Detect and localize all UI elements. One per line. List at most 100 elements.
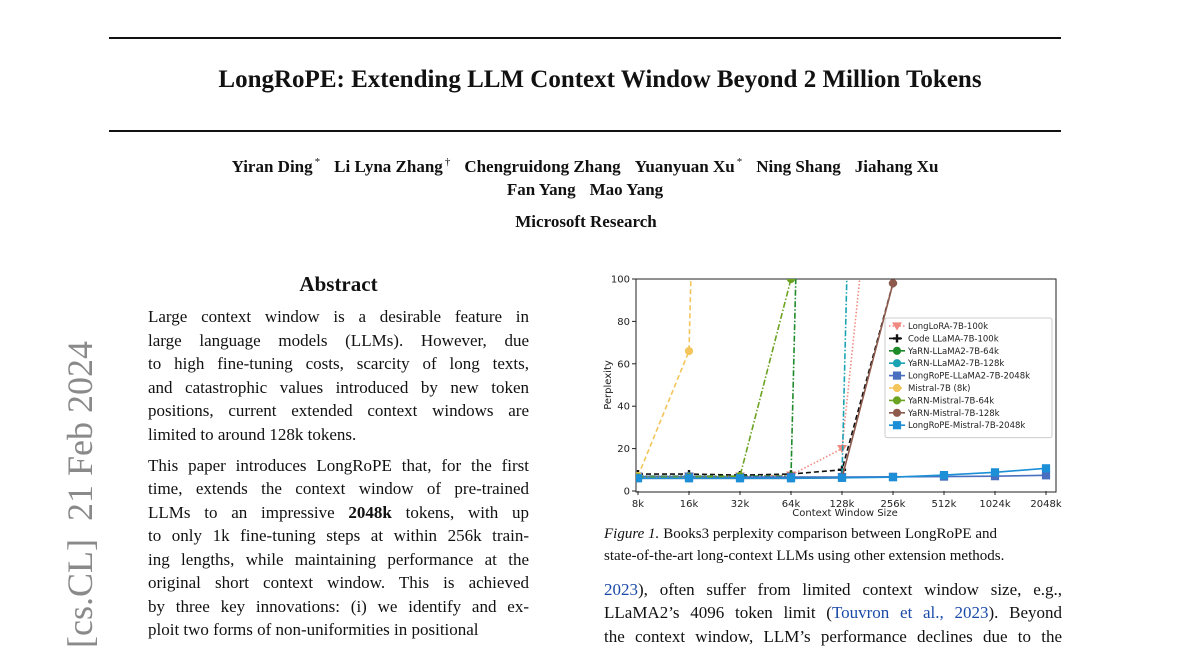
paper-title: LongRoPE: Extending LLM Context Window B… [218,66,982,93]
series-line [638,279,861,477]
y-tick-label: 80 [617,317,630,328]
marker [684,474,694,483]
text-line: large language models (LLMs). However, d… [148,330,529,350]
legend-marker [892,383,902,393]
author: Li Lyna Zhang † [334,156,451,176]
marker [990,468,1000,477]
text-span: tokens, with up [391,502,529,522]
author-name: Li Lyna Zhang [334,156,443,176]
text-line: LLMs to an impressive 2048k tokens, with… [148,503,529,523]
text-line: to only 1k fine-tuning steps at within 2… [148,526,529,545]
text-line: ploit two forms of non-uniformities in p… [148,620,479,639]
text-line: time, extends the context window of pre-… [148,479,529,498]
affiliation: Microsoft Research [515,212,657,231]
marker [636,474,643,483]
legend-label: YaRN-LLaMA2-7B-64k [907,347,999,357]
author-mark: * [314,156,321,168]
marker [888,473,898,482]
x-tick-label: 64k [782,499,801,510]
caption-text: state-of-the-art long-context LLMs using… [604,547,1005,564]
author-name: Mao Yang [589,180,664,199]
legend-marker [892,408,902,417]
caption-line: state-of-the-art long-context LLMs using… [604,547,1064,565]
text-line: positions, current extended context wind… [148,401,529,420]
marker [1041,471,1051,480]
x-tick-label: 2048k [1030,499,1061,510]
legend-marker [892,322,902,331]
series-line [637,279,692,477]
author: Yuanyuan Xu * [634,156,743,176]
author: Jiahang Xu [855,157,939,176]
text-line: by three key innovations: (i) we identif… [148,596,529,616]
legend-label: Mistral-7B (8k) [908,384,971,394]
text-line: original short context window. This is a… [148,573,529,592]
y-tick-label: 0 [624,487,630,498]
author: Ning Shang [756,157,841,176]
marker [939,471,949,480]
x-tick-label: 32k [731,499,750,510]
y-tick-label: 40 [617,402,630,413]
text-line: and catastrophic values introduced by ne… [148,377,529,397]
author-name: Fan Yang [506,180,576,199]
text-line: to high fine-tuning costs, scarcity of l… [148,354,529,373]
legend-label: LongRoPE-Mistral-7B-2048k [908,421,1025,431]
x-tick-label: 8k [632,499,644,510]
marker [837,473,847,482]
y-tick-label: 60 [617,359,630,370]
marker [735,474,745,483]
author: Yiran Ding * [231,156,321,176]
series-line [638,279,792,479]
marker [684,346,694,356]
series-line [638,279,848,479]
legend-label: LongRoPE-LLaMA2-7B-2048k [908,372,1030,382]
author: Chengruidong Zhang [464,157,620,176]
author-name: Jiahang Xu [854,156,939,176]
text-line: LLaMA2’s 4096 token limit (Touvron et al… [604,603,1062,623]
citation-link: Touvron et al., 2023 [831,603,989,623]
author-name: Yuanyuan Xu [634,156,735,176]
caption-label: Figure 1. [604,526,660,542]
citation-link: 2023 [604,580,638,599]
text-line: 2023), often suffer from limited context… [604,580,1062,600]
text-span: ). Beyond [988,603,1063,623]
legend-marker [892,371,902,380]
text-span: LLaMA2’s 4096 token limit ( [604,603,832,623]
legend-frame [884,317,1053,439]
marker [888,279,898,288]
legend-label: YaRN-LLaMA2-7B-128k [907,359,1004,369]
rule [109,37,1061,39]
marker [786,279,796,284]
y-axis-label: Perplexity [603,360,614,410]
text-line: This paper introduces LongRoPE that, for… [148,455,529,475]
author: Fan Yang [507,180,576,199]
caption-text: Books3 perplexity comparison between Lon… [663,526,997,542]
author-row: Fan Yang Mao Yang [0,180,1170,200]
author-name: Yiran Ding [231,156,313,176]
author-name: Ning Shang [756,156,841,176]
legend-marker [892,396,902,405]
text-line: limited to around 128k tokens. [148,424,357,444]
legend-label: Code LLaMA-7B-100k [908,334,999,344]
y-tick-label: 100 [611,275,630,286]
text-span: 2048k [348,502,392,522]
text-span: ), often suffer from limited context win… [638,580,1062,599]
author: Mao Yang [590,180,664,199]
y-tick-label: 20 [617,444,630,455]
author-mark: † [444,156,451,168]
legend-label: YaRN-Mistral-7B-128k [907,409,1000,419]
series-line [638,283,894,476]
author-row: Yiran Ding * Li Lyna Zhang † Chengruidong Zh… [0,156,1170,177]
x-tick-label: 512k [932,499,957,510]
abstract-heading: Abstract [299,272,378,296]
marker [1041,464,1051,473]
author-name: Chengruidong Zhang [464,156,621,176]
text-line: Large context window is a desirable feat… [148,307,529,326]
author-mark: * [736,156,743,168]
text-span: LLMs to an impressive [148,502,349,522]
x-tick-label: 16k [680,499,699,510]
marker [786,474,796,483]
text-line: the context window, LLM’s performance de… [604,626,1062,646]
legend-marker [892,334,902,343]
